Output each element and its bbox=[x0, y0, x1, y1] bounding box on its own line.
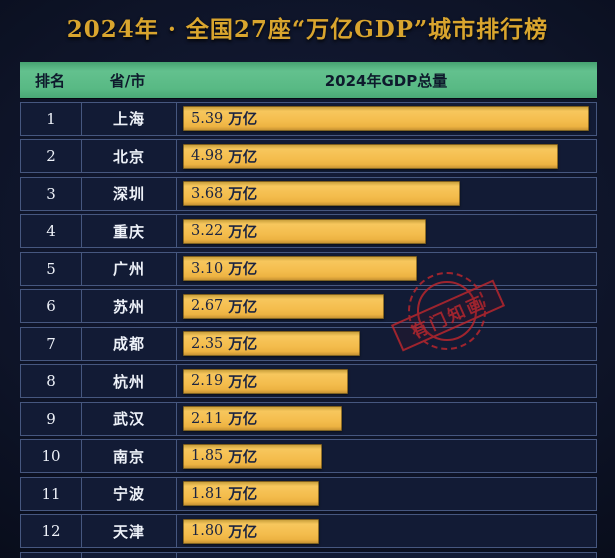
city-cell: 武汉 bbox=[81, 402, 176, 435]
gdp-value: 2.19 bbox=[191, 373, 224, 389]
gdp-cell: 3.22 万亿 bbox=[176, 215, 596, 247]
gdp-unit: 万亿 bbox=[228, 524, 258, 541]
gdp-unit: 万亿 bbox=[228, 449, 258, 466]
city-cell: 成都 bbox=[81, 327, 176, 360]
gdp-cell: 5.39 万亿 bbox=[176, 102, 596, 135]
gdp-bar: 3.22 万亿 bbox=[183, 218, 426, 244]
gdp-bar: 1.81 万亿 bbox=[183, 481, 320, 506]
gdp-unit: 万亿 bbox=[228, 487, 258, 503]
gdp-bar: 5.39 万亿 bbox=[183, 106, 589, 131]
gdp-unit: 万亿 bbox=[228, 412, 258, 428]
gdp-bar: 2.67 万亿 bbox=[183, 293, 385, 319]
gdp-unit: 万亿 bbox=[228, 337, 258, 353]
gdp-unit: 万亿 bbox=[228, 149, 258, 166]
gdp-unit: 万亿 bbox=[228, 224, 258, 241]
table-row: 11 宁波 1.81 万亿 bbox=[20, 476, 597, 511]
gdp-bar: 3.10 万亿 bbox=[183, 256, 417, 281]
gdp-unit: 万亿 bbox=[228, 112, 258, 128]
gdp-cell bbox=[176, 552, 596, 558]
city-cell: 南京 bbox=[81, 440, 176, 472]
gdp-bar: 4.98 万亿 bbox=[183, 143, 559, 169]
table-row: 4 重庆 3.22 万亿 bbox=[20, 214, 597, 248]
gdp-bar: 2.19 万亿 bbox=[183, 368, 348, 394]
gdp-value: 2.67 bbox=[191, 298, 224, 314]
gdp-cell: 2.35 万亿 bbox=[176, 327, 596, 360]
gdp-cell: 1.85 万亿 bbox=[176, 440, 596, 472]
table-row: 12 天津 1.80 万亿 bbox=[20, 514, 597, 548]
table-row: 2 北京 4.98 万亿 bbox=[20, 139, 597, 173]
gdp-value: 5.39 bbox=[191, 110, 224, 127]
city-cell: 重庆 bbox=[81, 215, 176, 247]
gdp-cell: 3.10 万亿 bbox=[176, 252, 596, 285]
rank-cell: 12 bbox=[41, 522, 61, 540]
gdp-unit: 万亿 bbox=[228, 262, 258, 278]
city-cell: 广州 bbox=[81, 252, 176, 285]
gdp-value: 3.22 bbox=[191, 223, 224, 239]
header-rank: 排名 bbox=[34, 71, 65, 90]
city-cell: 杭州 bbox=[81, 365, 176, 397]
table-row-partial bbox=[20, 551, 597, 558]
gdp-cell: 2.67 万亿 bbox=[176, 290, 596, 322]
city-cell: 宁波 bbox=[81, 477, 176, 510]
gdp-bar: 2.35 万亿 bbox=[183, 331, 360, 356]
city-cell: 天津 bbox=[81, 515, 176, 547]
gdp-value: 3.10 bbox=[191, 260, 224, 277]
city-cell: 北京 bbox=[81, 140, 176, 172]
rank-cell: 7 bbox=[46, 334, 56, 353]
gdp-value: 2.35 bbox=[191, 335, 224, 352]
table-row: 8 杭州 2.19 万亿 bbox=[20, 364, 597, 398]
ranking-table: 排名 省/市 2024年GDP总量 1 上海 5.39 万亿 2 北京 4.98 万亿 3 深圳 3… bbox=[20, 62, 597, 558]
city-cell: 上海 bbox=[81, 102, 176, 135]
page-title: 2024年 · 全国27座“万亿GDP”城市排行榜 bbox=[66, 16, 549, 43]
gdp-value: 3.68 bbox=[191, 185, 224, 202]
header-city: 省/市 bbox=[109, 71, 146, 90]
gdp-value: 1.81 bbox=[191, 485, 224, 502]
rank-cell: 6 bbox=[46, 297, 56, 315]
gdp-bar: 2.11 万亿 bbox=[183, 406, 342, 431]
header-gdp: 2024年GDP总量 bbox=[324, 71, 448, 90]
rank-cell: 1 bbox=[46, 109, 56, 128]
table-row: 9 武汉 2.11 万亿 bbox=[20, 401, 597, 436]
table-row: 10 南京 1.85 万亿 bbox=[20, 439, 597, 473]
gdp-cell: 4.98 万亿 bbox=[176, 140, 596, 172]
rank-cell: 2 bbox=[46, 147, 56, 165]
gdp-unit: 万亿 bbox=[228, 374, 258, 391]
gdp-cell: 1.81 万亿 bbox=[176, 477, 596, 510]
gdp-cell: 2.19 万亿 bbox=[176, 365, 596, 397]
gdp-unit: 万亿 bbox=[228, 299, 258, 316]
rank-cell: 3 bbox=[46, 184, 56, 203]
city-cell: 苏州 bbox=[81, 290, 176, 322]
table-header-row: 排名 省/市 2024年GDP总量 bbox=[20, 62, 597, 98]
rank-cell: 4 bbox=[46, 222, 56, 240]
gdp-unit: 万亿 bbox=[228, 187, 258, 203]
city-cell: 深圳 bbox=[81, 177, 176, 210]
city-cell bbox=[81, 552, 176, 558]
rank-cell: 11 bbox=[41, 484, 61, 503]
rank-cell: 10 bbox=[41, 447, 61, 465]
table-row: 5 广州 3.10 万亿 bbox=[20, 251, 597, 286]
gdp-bar: 1.85 万亿 bbox=[183, 443, 323, 469]
table-row: 6 苏州 2.67 万亿 bbox=[20, 289, 597, 323]
gdp-value: 1.85 bbox=[191, 448, 224, 464]
gdp-value: 4.98 bbox=[191, 148, 224, 164]
table-body: 1 上海 5.39 万亿 2 北京 4.98 万亿 3 深圳 3.68 万亿 4 重庆 3.22 万亿 5 广州 3… bbox=[20, 98, 597, 558]
gdp-cell: 1.80 万亿 bbox=[176, 515, 596, 547]
rank-cell: 5 bbox=[46, 259, 56, 278]
gdp-bar: 3.68 万亿 bbox=[183, 181, 461, 206]
rank-cell bbox=[21, 553, 81, 558]
table-row: 3 深圳 3.68 万亿 bbox=[20, 176, 597, 211]
table-row: 1 上海 5.39 万亿 bbox=[20, 101, 597, 136]
gdp-value: 2.11 bbox=[191, 410, 224, 427]
gdp-value: 1.80 bbox=[191, 523, 224, 539]
table-row: 7 成都 2.35 万亿 bbox=[20, 326, 597, 361]
gdp-cell: 3.68 万亿 bbox=[176, 177, 596, 210]
gdp-cell: 2.11 万亿 bbox=[176, 402, 596, 435]
gdp-bar: 1.80 万亿 bbox=[183, 518, 319, 544]
rank-cell: 8 bbox=[46, 372, 56, 390]
rank-cell: 9 bbox=[46, 409, 56, 428]
